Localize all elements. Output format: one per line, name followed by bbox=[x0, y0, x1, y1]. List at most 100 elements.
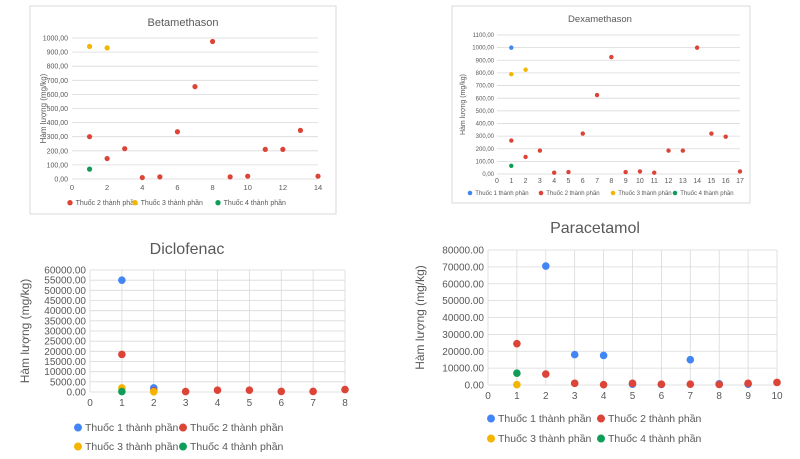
paracetamol-xtick-label: 8 bbox=[716, 391, 722, 402]
dexamethason-point-s4 bbox=[509, 163, 514, 168]
paracetamol-point-s1 bbox=[599, 351, 608, 360]
dexamethason-point-s2 bbox=[509, 138, 514, 143]
betamethason-chart: 0,00 100,00 200,00 300,00 400,00 500,00 600,00… bbox=[39, 17, 322, 207]
betamethason-xtick-label: 0 bbox=[70, 183, 74, 192]
diclofenac-point-s2 bbox=[341, 385, 349, 394]
diclofenac-xtick-label: 6 bbox=[278, 398, 284, 409]
paracetamol-ytick-label: 30000.00 bbox=[442, 330, 484, 341]
betamethason-point-s2 bbox=[315, 173, 321, 179]
betamethason-ytick-label: 1000,00 bbox=[43, 35, 68, 42]
betamethason-xtick-label: 4 bbox=[140, 183, 144, 192]
betamethason-point-s2 bbox=[86, 134, 93, 140]
betamethason-xtick-label: 14 bbox=[314, 183, 322, 192]
diclofenac-legend-label: Thuốc 4 thành phần bbox=[190, 441, 284, 453]
paracetamol-xtick-label: 6 bbox=[659, 391, 665, 402]
dexamethason-ytick-label: 800,00 bbox=[476, 71, 495, 77]
paracetamol-xtick-label: 4 bbox=[601, 391, 607, 402]
dexamethason-ytick-label: 900,00 bbox=[476, 58, 495, 64]
betamethason-point-s2 bbox=[104, 155, 110, 162]
paracetamol-xtick-label: 2 bbox=[543, 391, 549, 402]
diclofenac-ytick-label: 30000.00 bbox=[44, 327, 86, 338]
betamethason-ytick-label: 700,00 bbox=[47, 78, 69, 85]
dexamethason-xtick-label: 17 bbox=[736, 178, 744, 185]
paracetamol-xtick-label: 10 bbox=[771, 391, 783, 402]
paracetamol-chart: 0.00 10000.00 20000.00 30000.00 40000.00 5000… bbox=[413, 220, 783, 445]
dexamethason-legend-label: Thuốc 1 thành phần bbox=[475, 191, 528, 197]
betamethason-legend-label: Thuốc 2 thành phần bbox=[76, 198, 138, 207]
dexamethason-point-s2 bbox=[680, 148, 686, 153]
dexamethason-point-s2 bbox=[737, 169, 743, 174]
diclofenac-xtick-label: 8 bbox=[342, 398, 348, 409]
paracetamol-ytick-label: 0.00 bbox=[465, 381, 485, 392]
diclofenac-point-s2 bbox=[118, 350, 126, 359]
dexamethason-ytick-label: 700,00 bbox=[476, 84, 495, 90]
dexamethason-legend-marker bbox=[538, 190, 544, 196]
dexamethason-legend-label: Thuốc 4 thành phần bbox=[680, 191, 733, 197]
diclofenac-point-s4 bbox=[118, 387, 126, 396]
diclofenac-point-s2 bbox=[245, 386, 254, 394]
dexamethason-xtick-label: 14 bbox=[693, 178, 701, 185]
diclofenac-xtick-label: 0 bbox=[87, 398, 93, 409]
diclofenac-ytick-label: 40000.00 bbox=[44, 306, 86, 317]
diclofenac-point-s2 bbox=[277, 387, 286, 396]
diclofenac-xtick-label: 4 bbox=[215, 398, 221, 409]
diclofenac-legend-marker bbox=[179, 423, 187, 432]
dexamethason-xtick-label: 8 bbox=[609, 178, 613, 185]
paracetamol-legend-label: Thuốc 4 thành phần bbox=[608, 433, 702, 445]
diclofenac-legend-marker bbox=[74, 442, 82, 451]
dexamethason-legend-marker bbox=[467, 190, 473, 196]
diclofenac-ytick-label: 5000.00 bbox=[50, 377, 87, 388]
dexamethason-point-s2 bbox=[666, 148, 671, 153]
paracetamol-xtick-label: 3 bbox=[572, 391, 578, 402]
dexamethason-xtick-label: 11 bbox=[651, 178, 658, 185]
dexamethason-point-s2 bbox=[652, 170, 657, 175]
dexamethason-xtick-label: 4 bbox=[552, 178, 556, 185]
paracetamol-ytick-label: 40000.00 bbox=[442, 313, 484, 324]
diclofenac-ytick-label: 25000.00 bbox=[44, 337, 86, 348]
paracetamol-xtick-label: 0 bbox=[485, 391, 491, 402]
betamethason-point-s2 bbox=[262, 146, 268, 152]
betamethason-ytick-label: 0,00 bbox=[54, 176, 68, 183]
betamethason-ytick-label: 200,00 bbox=[47, 148, 69, 155]
betamethason-point-s2 bbox=[192, 84, 198, 90]
betamethason-legend-marker bbox=[215, 200, 221, 206]
paracetamol-point-s2 bbox=[628, 379, 637, 388]
paracetamol-point-s2 bbox=[513, 339, 521, 348]
dexamethason-legend-marker bbox=[610, 190, 616, 196]
dexamethason-ytick-label: 500,00 bbox=[476, 109, 495, 115]
dexamethason-ytick-label: 300,00 bbox=[476, 134, 495, 140]
diclofenac-ytick-label: 0.00 bbox=[67, 388, 87, 399]
paracetamol-point-s2 bbox=[570, 379, 579, 388]
paracetamol-ytick-label: 50000.00 bbox=[442, 296, 484, 307]
diclofenac-ytick-label: 55000.00 bbox=[44, 276, 86, 287]
dexamethason-ytick-label: 1100,00 bbox=[473, 33, 495, 39]
diclofenac-point-s1 bbox=[118, 276, 126, 284]
dexamethason-point-s2 bbox=[523, 154, 528, 160]
paracetamol-xtick-label: 1 bbox=[514, 391, 520, 402]
betamethason-ytick-label: 300,00 bbox=[47, 134, 69, 141]
paracetamol-point-s2 bbox=[686, 380, 695, 388]
dexamethason-xtick-label: 9 bbox=[624, 178, 628, 185]
betamethason-ytick-label: 500,00 bbox=[47, 106, 69, 113]
paracetamol-legend-label: Thuốc 2 thành phần bbox=[608, 413, 702, 425]
betamethason-point-s4 bbox=[86, 166, 93, 172]
betamethason-title: Betamethason bbox=[148, 17, 219, 29]
diclofenac-xtick-label: 5 bbox=[247, 398, 253, 409]
diclofenac-point-s3 bbox=[149, 387, 158, 396]
diclofenac-ytick-label: 50000.00 bbox=[44, 286, 86, 297]
paracetamol-legend-label: Thuốc 3 thành phần bbox=[498, 433, 592, 445]
dexamethason-ytick-label: 400,00 bbox=[476, 122, 495, 128]
diclofenac-legend-marker bbox=[74, 423, 82, 432]
paracetamol-point-s4 bbox=[513, 369, 521, 377]
dexamethason-point-s2 bbox=[623, 169, 628, 175]
diclofenac-ytick-label: 45000.00 bbox=[44, 296, 86, 307]
paracetamol-point-s1 bbox=[542, 262, 550, 270]
dexamethason-xtick-label: 13 bbox=[679, 178, 687, 185]
betamethason-legend-label: Thuốc 3 thành phần bbox=[141, 198, 203, 207]
paracetamol-xtick-label: 7 bbox=[688, 391, 694, 402]
diclofenac-ytick-label: 15000.00 bbox=[44, 357, 86, 368]
dexamethason-xtick-label: 3 bbox=[538, 178, 542, 185]
betamethason-point-s2 bbox=[297, 127, 304, 133]
diclofenac-xtick-label: 1 bbox=[119, 398, 125, 409]
